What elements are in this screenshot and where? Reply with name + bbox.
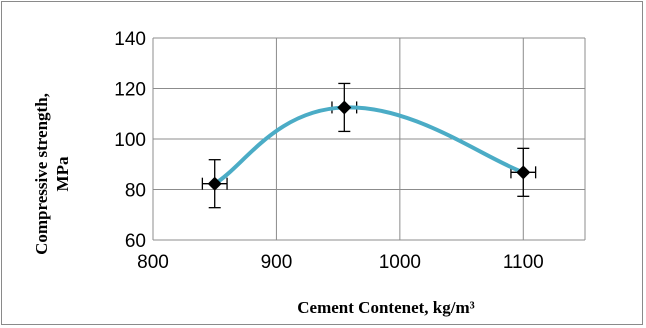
y-axis-title-line2: MPa	[53, 156, 72, 191]
y-tick-label: 60	[125, 231, 146, 252]
y-tick-label: 120	[114, 80, 146, 101]
x-tick-label: 800	[137, 252, 169, 273]
x-tick-label: 900	[261, 252, 293, 273]
data-point-marker	[207, 176, 222, 191]
data-point-marker	[516, 165, 531, 180]
y-tick-label: 140	[114, 29, 146, 50]
series-line	[212, 105, 526, 186]
y-tick-labels: 60 80 100 120 140	[114, 29, 146, 252]
y-tick-label: 100	[114, 130, 146, 151]
grid-lines	[152, 37, 586, 241]
y-axis-title-line1: Compressive strength,	[32, 93, 51, 255]
data-markers	[207, 100, 531, 191]
axes	[152, 38, 585, 241]
x-axis-title: Cement Contenet, kg/m³	[297, 298, 474, 317]
data-point-marker	[337, 100, 352, 115]
y-tick-label: 80	[125, 181, 146, 202]
x-tick-labels: 800 900 1000 1100	[137, 252, 544, 273]
x-tick-label: 1100	[503, 252, 544, 273]
x-tick-label: 1000	[379, 252, 421, 273]
